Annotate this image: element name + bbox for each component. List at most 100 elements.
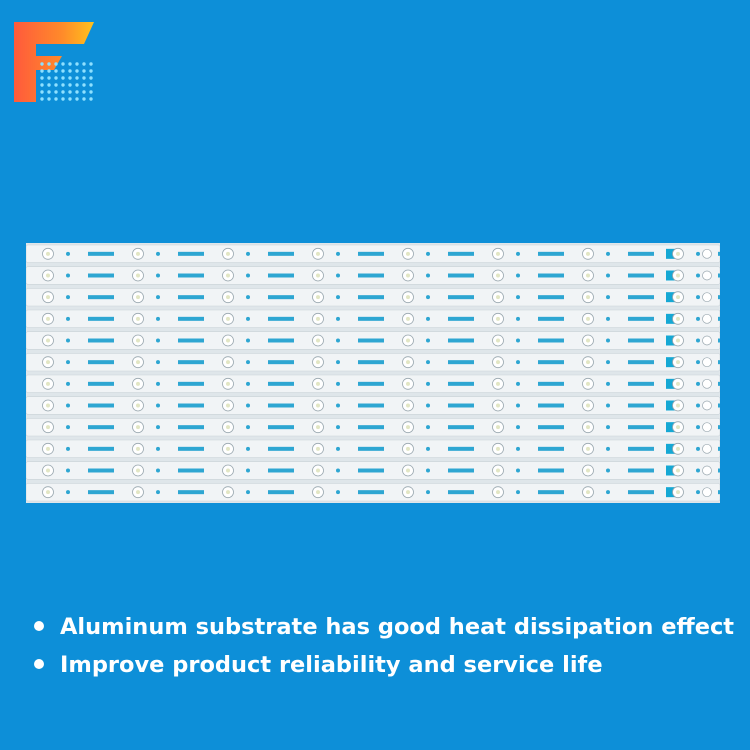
logo-dot [54,90,58,94]
circuit-trace [358,381,384,386]
circuit-trace [718,425,720,430]
logo-dot [61,76,65,80]
solder-dot [156,490,160,495]
led-chip [496,403,500,408]
logo-dot [75,76,79,80]
solder-dot [156,446,160,451]
circuit-trace [358,403,384,408]
logo-dot [75,97,79,101]
connector-pad [666,292,677,303]
led-chip [46,468,50,473]
led-chip [676,251,680,256]
solder-dot [696,425,700,430]
circuit-trace [88,425,114,430]
led-chip [406,446,410,451]
led-chip [406,251,410,256]
circuit-trace [448,295,474,300]
solder-dot [696,316,700,321]
led-chip [226,403,230,408]
led-chip [136,273,140,278]
solder-dot [156,468,160,473]
solder-dot [606,446,610,451]
led-chip [226,446,230,451]
feature-item: Aluminum substrate has good heat dissipa… [34,608,734,646]
connector-pad [666,313,677,324]
solder-dot [426,381,430,386]
led-chip [676,295,680,300]
feature-item: Improve product reliability and service … [34,646,734,684]
solder-dot [246,338,250,343]
led-chip [496,273,500,278]
circuit-trace [268,251,294,256]
circuit-trace [448,425,474,430]
led-chip [46,360,50,365]
led-chip [676,403,680,408]
logo-dot [68,90,72,94]
circuit-trace [88,403,114,408]
logo-dot [47,90,51,94]
solder-dot [516,338,520,343]
led-strip [26,483,720,502]
led-strip [26,288,720,307]
circuit-trace [358,251,384,256]
solder-dot [606,425,610,430]
solder-dot [516,490,520,495]
solder-dot [66,468,70,473]
end-lens [702,313,712,324]
solder-dot [156,295,160,300]
circuit-trace [88,490,114,495]
solder-dot [156,338,160,343]
circuit-trace [718,403,720,408]
connector-pad [666,422,677,433]
solder-dot [516,403,520,408]
solder-dot [516,381,520,386]
connector-pad [666,357,677,368]
logo-dot [75,83,79,87]
solder-dot [516,425,520,430]
led-chip [46,381,50,386]
led-chip [676,338,680,343]
solder-dot [696,295,700,300]
solder-dot [156,425,160,430]
solder-dot [66,446,70,451]
connector-pad [666,270,677,281]
logo-dot [68,76,72,80]
circuit-trace [268,468,294,473]
end-lens [702,400,712,411]
led-chip [136,490,140,495]
end-lens [702,292,712,303]
circuit-trace [628,251,654,256]
led-chip [316,316,320,321]
solder-dot [696,490,700,495]
logo-dot-pattern [40,62,93,101]
circuit-trace [358,468,384,473]
circuit-trace [718,381,720,386]
solder-dot [336,360,340,365]
solder-dot [426,468,430,473]
connector-pad [666,487,677,498]
led-chip [496,490,500,495]
circuit-trace [358,338,384,343]
led-strip [26,266,720,285]
led-strip [26,418,720,437]
circuit-trace [88,468,114,473]
solder-dot [336,468,340,473]
solder-dot [516,468,520,473]
connector-pad [666,400,677,411]
solder-dot [426,316,430,321]
led-chip [316,446,320,451]
solder-dot [606,360,610,365]
led-chip [136,425,140,430]
led-strip [26,396,720,415]
solder-dot [696,468,700,473]
circuit-trace [358,425,384,430]
led-chip [676,468,680,473]
solder-dot [156,360,160,365]
led-chip [586,425,590,430]
led-strip [26,374,720,393]
logo-dot [89,90,93,94]
led-chip [586,273,590,278]
logo-dot [68,62,72,66]
solder-dot [426,251,430,256]
circuit-trace [538,338,564,343]
